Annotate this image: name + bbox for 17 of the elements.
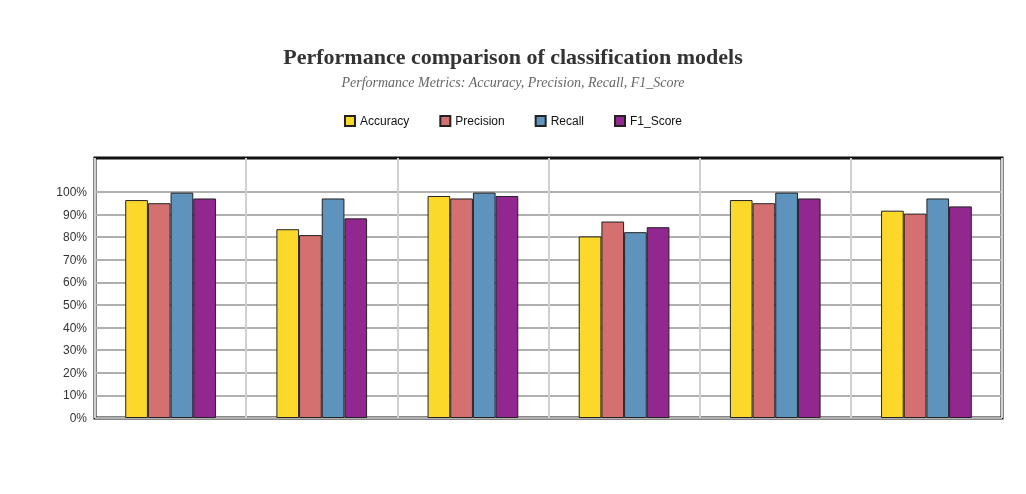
y-tick-label: 50% (62, 297, 88, 312)
chart-title: Performance comparison of classification models (283, 43, 744, 69)
y-tick-label: 90% (62, 207, 88, 222)
legend-label: Recall (550, 114, 585, 128)
y-tick-label: 20% (62, 365, 88, 380)
y-tick-label: 60% (62, 275, 88, 290)
y-tick-label: 40% (62, 320, 88, 335)
legend-label: F1_Score (630, 114, 683, 128)
legend-label: Accuracy (359, 114, 410, 128)
y-tick-label: 10% (62, 388, 88, 403)
y-tick-label: 30% (62, 343, 88, 358)
chart-subtitle: Performance Metrics: Accuracy, Precision, Recall, F1_Score (340, 74, 685, 90)
y-tick-label: 0% (69, 411, 88, 425)
legend-label: Precision (455, 114, 505, 128)
y-tick-label: 70% (62, 252, 88, 267)
y-tick-label: 80% (62, 230, 88, 245)
y-tick-label: 100% (56, 184, 88, 199)
